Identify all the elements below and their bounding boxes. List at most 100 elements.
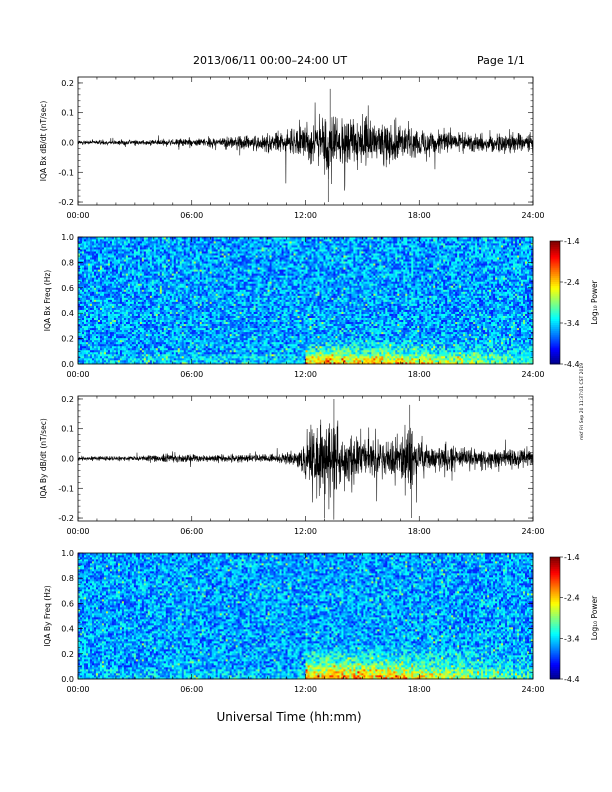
heat-cell xyxy=(205,293,209,296)
heat-cell xyxy=(227,257,231,260)
heat-cell xyxy=(215,317,219,320)
heat-cell xyxy=(181,349,185,353)
heat-cell xyxy=(167,359,171,363)
heat-cell xyxy=(171,295,175,298)
heat-cell xyxy=(119,255,123,258)
heat-cell xyxy=(157,293,161,296)
heat-cell xyxy=(113,273,117,276)
heat-cell xyxy=(121,291,125,294)
heat-cell xyxy=(209,305,213,308)
heat-cell xyxy=(80,285,83,288)
heat-cell xyxy=(203,271,207,274)
heat-cell xyxy=(151,341,155,345)
heat-cell xyxy=(81,343,85,347)
heat-cell xyxy=(129,271,133,274)
heat-cell xyxy=(125,281,129,284)
heat-cell xyxy=(173,249,177,252)
heat-cell xyxy=(83,279,87,282)
heat-cell xyxy=(231,355,235,359)
heat-cell xyxy=(193,359,197,363)
heat-cell xyxy=(197,311,201,314)
heat-cell xyxy=(207,323,211,327)
heat-cell xyxy=(211,351,215,355)
heat-cell xyxy=(185,331,189,335)
heat-cell xyxy=(93,257,97,260)
heat-cell xyxy=(109,289,113,292)
heat-cell xyxy=(113,311,117,314)
heat-cell xyxy=(207,269,211,272)
heat-cell xyxy=(181,305,185,308)
heat-cell xyxy=(137,309,141,312)
heat-cell xyxy=(127,259,131,262)
heat-cell xyxy=(117,341,121,345)
heat-cell xyxy=(135,303,139,306)
heat-cell xyxy=(143,261,147,264)
heat-cell xyxy=(197,305,201,308)
heat-cell xyxy=(113,255,117,258)
heat-cell xyxy=(155,287,159,290)
heat-cell xyxy=(127,321,131,325)
heat-cell xyxy=(91,279,95,282)
heat-cell xyxy=(117,325,121,329)
heat-cell xyxy=(117,345,121,349)
heat-cell xyxy=(167,271,171,274)
heat-cell xyxy=(207,321,211,325)
heat-cell xyxy=(99,347,103,351)
heat-cell xyxy=(135,287,139,290)
heat-cell xyxy=(117,351,121,355)
heat-cell xyxy=(103,245,107,248)
heat-cell xyxy=(193,341,197,345)
heat-cell xyxy=(213,355,217,359)
heat-cell xyxy=(165,265,169,268)
heat-cell xyxy=(227,353,231,357)
heat-cell xyxy=(143,253,147,256)
heat-cell xyxy=(125,287,129,290)
heat-cell xyxy=(137,291,141,294)
heat-cell xyxy=(109,321,113,325)
heat-cell xyxy=(189,263,193,266)
heat-cell xyxy=(153,341,157,345)
heat-cell xyxy=(80,265,83,268)
heat-cell xyxy=(159,359,163,363)
heat-cell xyxy=(80,331,83,335)
heat-cell xyxy=(105,327,109,331)
heat-cell xyxy=(87,335,91,339)
heat-cell xyxy=(215,271,219,274)
heat-cell xyxy=(211,295,215,298)
heat-cell xyxy=(155,299,159,302)
heat-cell xyxy=(181,285,185,288)
heat-cell xyxy=(171,333,175,337)
heat-cell xyxy=(143,271,147,274)
heat-cell xyxy=(121,251,125,254)
heat-cell xyxy=(205,305,209,308)
heat-cell xyxy=(85,297,89,300)
heat-cell xyxy=(175,255,179,258)
heat-cell xyxy=(81,241,85,244)
heat-cell xyxy=(201,291,205,294)
heat-cell xyxy=(97,261,101,264)
heat-cell xyxy=(111,359,115,363)
heat-cell xyxy=(197,275,201,278)
heat-cell xyxy=(189,315,193,318)
heat-cell xyxy=(169,241,173,244)
heat-cell xyxy=(179,263,183,266)
heat-cell xyxy=(189,329,193,333)
heat-cell xyxy=(185,305,189,308)
y-tick-label: 0.1 xyxy=(61,109,74,118)
heat-cell xyxy=(211,291,215,294)
heat-cell xyxy=(125,291,129,294)
heat-cell xyxy=(101,309,105,312)
heat-cell xyxy=(221,341,225,345)
heat-cell xyxy=(123,251,127,254)
heat-cell xyxy=(125,325,129,329)
heat-cell xyxy=(97,309,101,312)
heat-cell xyxy=(123,245,127,248)
heat-cell xyxy=(161,283,165,286)
heat-cell xyxy=(197,279,201,282)
heat-cell xyxy=(131,295,135,298)
heat-cell xyxy=(113,335,117,339)
heat-cell xyxy=(93,259,97,262)
heat-cell xyxy=(151,349,155,353)
heat-cell xyxy=(147,283,151,286)
heat-cell xyxy=(137,277,141,280)
